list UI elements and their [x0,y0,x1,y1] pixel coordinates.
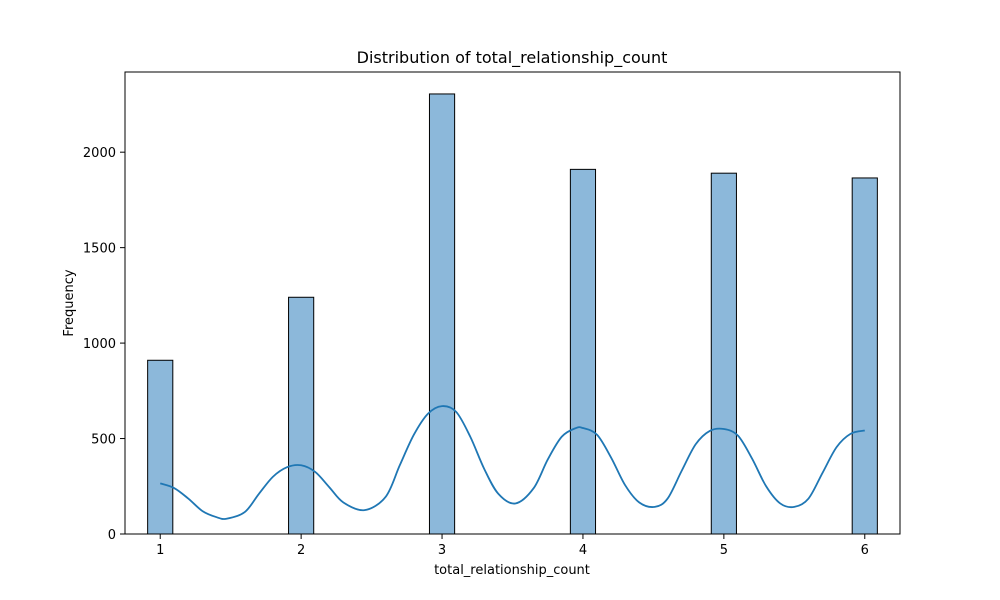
histogram-bar [851,177,878,535]
y-axis-ticks: 0 500 1000 1500 2000 [83,146,125,543]
kde-layer [159,405,865,520]
bars-layer [147,93,878,535]
x-axis-label: total_relationship_count [434,563,590,578]
chart-title: Distribution of total_relationship_count [357,48,668,68]
y-tick-label: 1000 [83,337,116,352]
x-tick-label: 6 [861,543,869,558]
y-tick-label: 2000 [83,146,116,161]
histogram-bar [428,93,456,535]
histogram-bar [569,168,597,535]
y-tick-label: 1500 [83,242,116,257]
x-tick-label: 4 [579,543,587,558]
histogram-bar [147,359,174,535]
y-axis-label: Frequency [62,269,77,336]
x-axis-ticks: 1 2 3 4 5 6 [156,534,869,558]
x-tick-label: 5 [720,543,728,558]
kde-curve [159,405,865,520]
y-tick-label: 500 [91,433,116,448]
x-tick-label: 3 [438,543,446,558]
histogram-bar [288,296,315,535]
histogram-bar [710,172,737,535]
plot-area-frame [124,71,901,535]
y-tick-label: 0 [108,528,116,543]
x-tick-label: 2 [297,543,305,558]
x-tick-label: 1 [156,543,164,558]
